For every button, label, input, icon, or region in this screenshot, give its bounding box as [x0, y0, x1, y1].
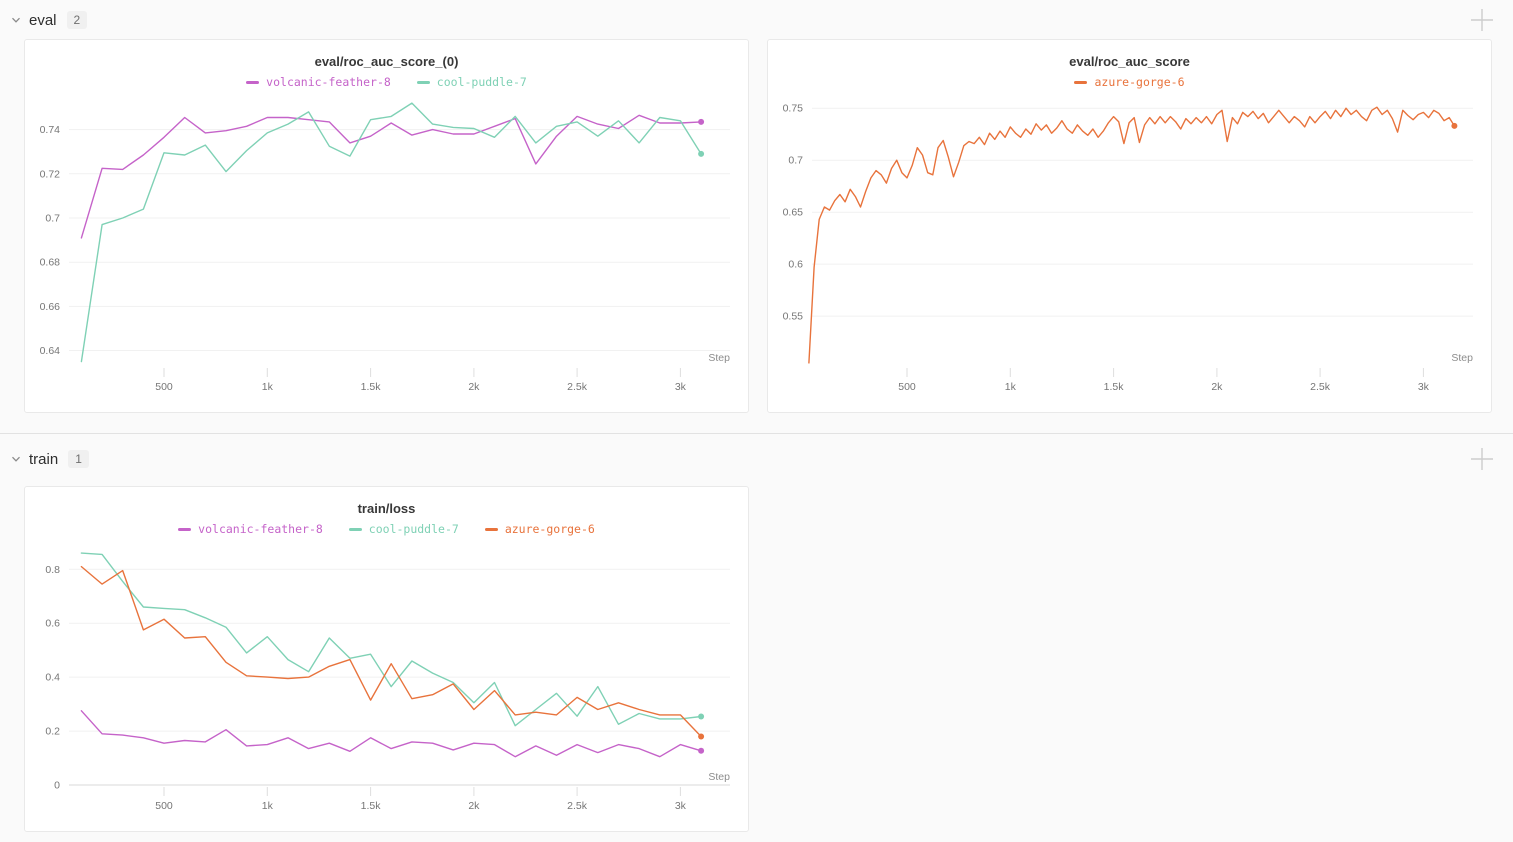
y-tick-label: 0.6 — [45, 618, 60, 630]
x-tick-label: 2.5k — [567, 381, 588, 393]
x-tick-label: 1k — [262, 381, 274, 393]
legend-item-azure-gorge-6[interactable]: azure-gorge-6 — [1074, 75, 1185, 89]
y-tick-label: 0 — [54, 780, 60, 792]
series-line-azure-gorge-6 — [808, 106, 1456, 364]
chart-legend: volcanic-feather-8 cool-puddle-7 — [25, 74, 748, 90]
series-end-dot — [698, 713, 705, 720]
series-end-dot — [698, 733, 705, 740]
series-line-volcanic-feather-8 — [80, 114, 702, 239]
series-line-azure-gorge-6 — [80, 565, 702, 738]
section-header-train[interactable]: train 1 — [0, 434, 1513, 471]
legend-run-name: cool-puddle-7 — [436, 75, 527, 89]
y-tick-label: 0.2 — [45, 726, 60, 738]
x-axis-label: Step — [708, 352, 730, 364]
panel-train-loss[interactable]: train/loss volcanic-feather-8 cool-puddle… — [24, 486, 749, 832]
x-axis-label: Step — [1451, 352, 1473, 364]
y-tick-label: 0.55 — [783, 311, 804, 323]
legend-dash-icon — [246, 80, 260, 84]
series-end-dot — [698, 118, 705, 125]
series-line-volcanic-feather-8 — [80, 710, 702, 758]
section-count-badge: 2 — [66, 11, 88, 29]
chart-title: eval/roc_auc_score_(0) — [314, 54, 459, 69]
y-tick-label: 0.8 — [45, 564, 60, 576]
panel-eval-roc-auc-score-0[interactable]: eval/roc_auc_score_(0) volcanic-feather-… — [24, 39, 749, 413]
legend-run-name: volcanic-feather-8 — [266, 75, 391, 89]
line-chart-canvas[interactable]: 0 0.2 0.4 0.6 0.8 500 1k 1.5k 2k 2.5k 3k Step — [25, 487, 748, 831]
y-tick-label: 0.72 — [40, 168, 61, 180]
x-tick-label: 2k — [468, 800, 480, 812]
y-tick-label: 0.74 — [40, 124, 61, 136]
legend-dash-icon — [484, 527, 498, 531]
add-panel-button[interactable] — [1467, 5, 1497, 35]
legend-run-name: cool-puddle-7 — [368, 522, 459, 536]
legend-dash-icon — [178, 527, 192, 531]
y-tick-label: 0.7 — [788, 155, 803, 167]
x-tick-label: 3k — [675, 381, 687, 393]
x-tick-label: 500 — [155, 800, 173, 812]
y-tick-label: 0.68 — [40, 257, 61, 269]
x-tick-label: 2k — [468, 381, 480, 393]
x-tick-label: 3k — [675, 800, 687, 812]
chart-legend: azure-gorge-6 — [768, 74, 1491, 90]
series-line-cool-puddle-7 — [80, 102, 702, 363]
x-tick-label: 1.5k — [361, 381, 382, 393]
section-title: eval — [29, 11, 57, 29]
add-panel-button[interactable] — [1467, 444, 1497, 474]
section-train: train 1 train/loss volcanic-feather-8 coo… — [0, 434, 1513, 832]
x-tick-label: 1.5k — [1104, 381, 1125, 393]
x-tick-label: 3k — [1418, 381, 1430, 393]
y-tick-label: 0.4 — [45, 672, 60, 684]
plus-icon — [1471, 9, 1493, 31]
x-axis-label: Step — [708, 771, 730, 783]
y-tick-label: 0.7 — [45, 213, 60, 225]
x-tick-label: 2k — [1211, 381, 1223, 393]
chart-title: train/loss — [357, 501, 416, 516]
eval-panels-row: eval/roc_auc_score_(0) volcanic-feather-… — [0, 32, 1513, 413]
legend-item-azure-gorge-6[interactable]: azure-gorge-6 — [484, 522, 595, 536]
x-tick-label: 500 — [898, 381, 916, 393]
legend-dash-icon — [1074, 80, 1088, 84]
section-count-badge: 1 — [68, 450, 89, 468]
y-tick-label: 0.65 — [783, 207, 804, 219]
legend-item-cool-puddle-7[interactable]: cool-puddle-7 — [416, 75, 527, 89]
series-end-dot — [698, 150, 705, 157]
series-end-dot — [1451, 122, 1458, 129]
section-title: train — [29, 450, 59, 468]
y-tick-label: 0.64 — [40, 345, 61, 357]
y-tick-label: 0.66 — [40, 301, 61, 313]
x-tick-label: 2.5k — [567, 800, 588, 812]
legend-item-volcanic-feather-8[interactable]: volcanic-feather-8 — [246, 75, 391, 89]
legend-item-volcanic-feather-8[interactable]: volcanic-feather-8 — [178, 522, 323, 536]
chart-title: eval/roc_auc_score — [1069, 54, 1190, 69]
line-chart-canvas[interactable]: 0.64 0.66 0.68 0.7 0.72 0.74 500 1k 1.5k 2k 2.5k 3k… — [25, 40, 748, 412]
x-tick-label: 1.5k — [361, 800, 382, 812]
legend-item-cool-puddle-7[interactable]: cool-puddle-7 — [348, 522, 459, 536]
x-tick-label: 500 — [155, 381, 173, 393]
chart-legend: volcanic-feather-8 cool-puddle-7 azure-gor… — [25, 521, 748, 537]
x-tick-label: 1k — [1005, 381, 1017, 393]
panel-eval-roc-auc-score[interactable]: eval/roc_auc_score azure-gorge-6 0.55 0.6… — [767, 39, 1492, 413]
plus-icon — [1471, 448, 1493, 470]
legend-run-name: azure-gorge-6 — [1094, 75, 1185, 89]
section-header-eval[interactable]: eval 2 — [0, 0, 1513, 32]
series-line-cool-puddle-7 — [80, 552, 702, 727]
train-panels-row: train/loss volcanic-feather-8 cool-puddle… — [0, 471, 1513, 832]
x-tick-label: 2.5k — [1310, 381, 1331, 393]
x-tick-label: 1k — [262, 800, 274, 812]
y-tick-label: 0.75 — [783, 103, 804, 115]
legend-run-name: azure-gorge-6 — [504, 522, 595, 536]
line-chart-canvas[interactable]: 0.55 0.6 0.65 0.7 0.75 500 1k 1.5k 2k 2.5k 3k Step — [768, 40, 1491, 412]
section-eval: eval 2 eval/roc_auc_score_(0) volcanic-f… — [0, 0, 1513, 434]
y-tick-label: 0.6 — [788, 259, 803, 271]
legend-dash-icon — [416, 80, 430, 84]
legend-dash-icon — [348, 527, 362, 531]
series-end-dot — [698, 747, 705, 754]
chevron-down-icon — [8, 451, 24, 467]
chevron-down-icon — [8, 12, 24, 28]
legend-run-name: volcanic-feather-8 — [198, 522, 323, 536]
